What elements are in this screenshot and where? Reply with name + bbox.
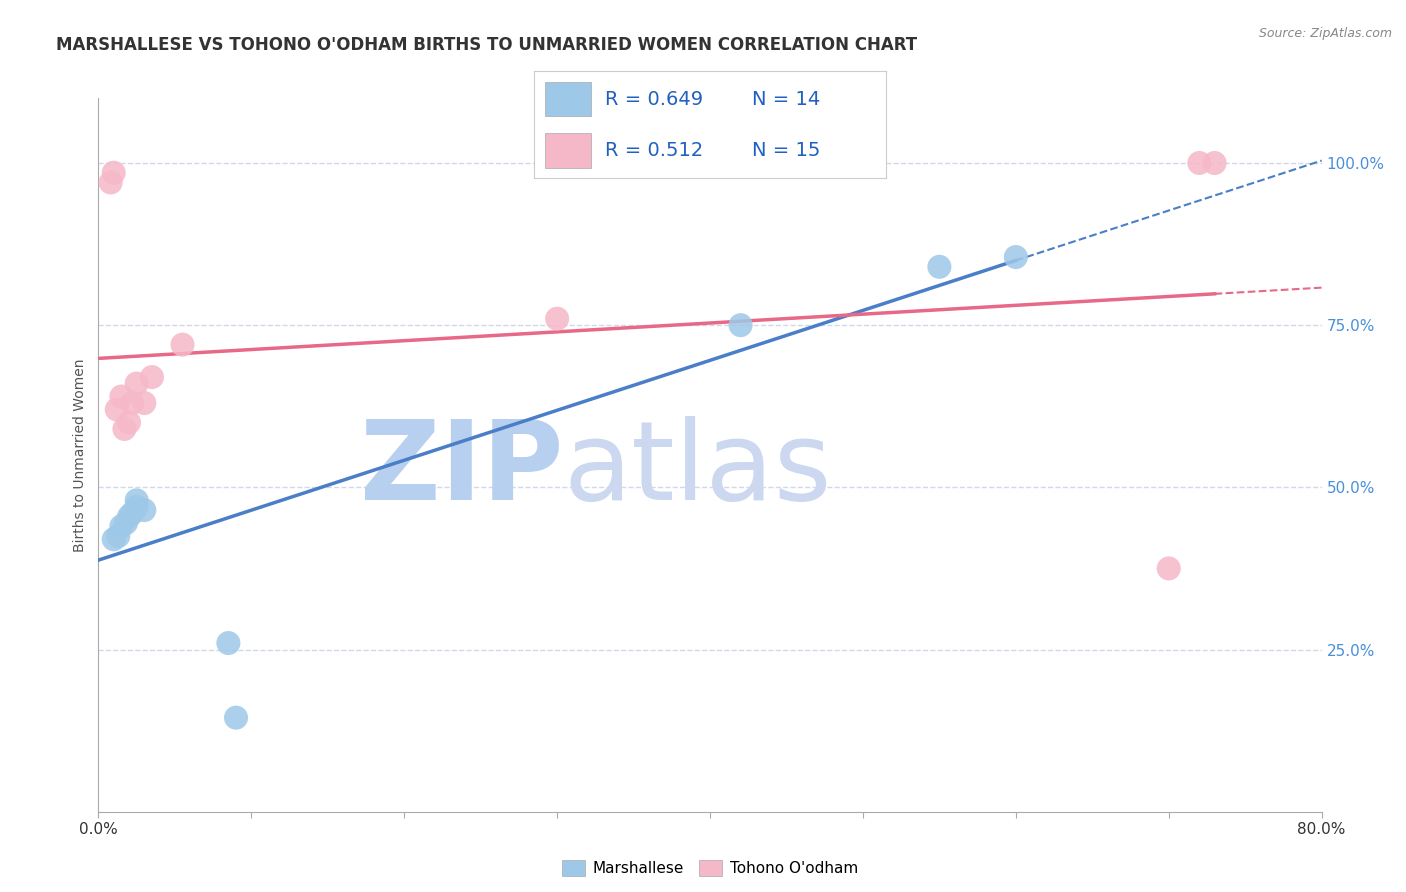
Text: N = 14: N = 14 — [752, 90, 821, 109]
Point — [1004, 250, 1026, 264]
Point — [110, 519, 132, 533]
Point — [1188, 156, 1211, 170]
Point — [928, 260, 950, 274]
Point — [103, 533, 125, 547]
Point — [125, 376, 148, 391]
Point — [172, 337, 194, 351]
Text: R = 0.512: R = 0.512 — [605, 141, 703, 160]
Point — [115, 516, 138, 530]
Point — [730, 318, 752, 333]
Point — [121, 396, 143, 410]
FancyBboxPatch shape — [544, 134, 591, 168]
Text: ZIP: ZIP — [360, 416, 564, 523]
FancyBboxPatch shape — [544, 82, 591, 116]
Point — [546, 311, 568, 326]
Point — [118, 509, 141, 524]
Y-axis label: Births to Unmarried Women: Births to Unmarried Women — [73, 359, 87, 551]
Point — [225, 711, 247, 725]
Point — [1204, 156, 1226, 170]
Text: Source: ZipAtlas.com: Source: ZipAtlas.com — [1258, 27, 1392, 40]
Point — [217, 636, 239, 650]
Point — [134, 396, 156, 410]
Legend: Marshallese, Tohono O'odham: Marshallese, Tohono O'odham — [555, 855, 865, 882]
Point — [1157, 561, 1180, 575]
Point — [107, 529, 129, 543]
Point — [141, 370, 163, 384]
Point — [134, 503, 156, 517]
Text: R = 0.649: R = 0.649 — [605, 90, 703, 109]
Point — [110, 390, 132, 404]
Point — [100, 176, 122, 190]
Point — [121, 506, 143, 520]
Text: atlas: atlas — [564, 416, 832, 523]
Point — [103, 166, 125, 180]
Point — [125, 500, 148, 514]
Text: MARSHALLESE VS TOHONO O'ODHAM BIRTHS TO UNMARRIED WOMEN CORRELATION CHART: MARSHALLESE VS TOHONO O'ODHAM BIRTHS TO … — [56, 36, 917, 54]
Text: N = 15: N = 15 — [752, 141, 821, 160]
Point — [112, 422, 135, 436]
Point — [118, 416, 141, 430]
Point — [125, 493, 148, 508]
Point — [105, 402, 128, 417]
